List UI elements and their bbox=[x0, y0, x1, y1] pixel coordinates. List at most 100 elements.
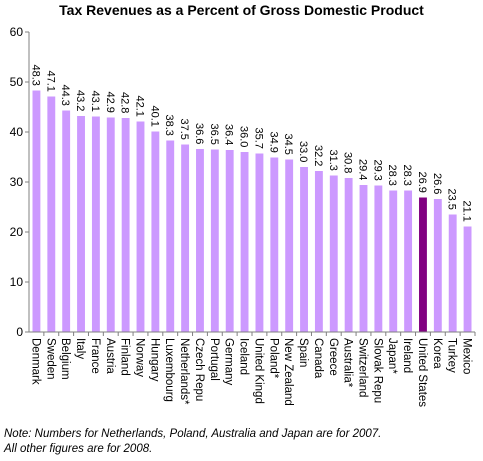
x-category-label: Hungary bbox=[148, 338, 160, 382]
bar-value-label: 43.2 bbox=[74, 90, 86, 111]
bar-value-label: 31.3 bbox=[327, 150, 339, 171]
bar-value-label: 38.3 bbox=[163, 115, 175, 136]
y-tick-label: 50 bbox=[10, 75, 24, 89]
footnote-line-1: Note: Numbers for Netherlands, Poland, A… bbox=[4, 428, 382, 440]
bar bbox=[463, 226, 472, 332]
bar-value-label: 42.9 bbox=[104, 92, 116, 113]
bar bbox=[314, 171, 323, 332]
bar bbox=[374, 185, 383, 332]
chart-title: Tax Revenues as a Percent of Gross Domes… bbox=[59, 2, 424, 18]
bar bbox=[196, 149, 204, 332]
bar bbox=[448, 214, 457, 332]
bar-value-label: 35.7 bbox=[252, 128, 264, 149]
bar-value-label: 28.3 bbox=[386, 165, 398, 186]
x-category-label: Australia* bbox=[342, 338, 354, 388]
y-tick-label: 10 bbox=[10, 275, 24, 289]
bars-group bbox=[32, 90, 472, 332]
bar-value-label: 21.1 bbox=[461, 201, 473, 222]
bar bbox=[32, 90, 41, 332]
x-category-label: Spain bbox=[297, 338, 309, 367]
bar bbox=[166, 140, 175, 332]
bar bbox=[300, 167, 308, 332]
x-category-label: Turkey bbox=[446, 338, 458, 373]
bar bbox=[255, 153, 264, 332]
bar bbox=[433, 199, 442, 332]
x-category-label: France bbox=[89, 338, 101, 374]
bar-value-label: 33.0 bbox=[297, 141, 309, 162]
bar-value-label: 28.3 bbox=[401, 165, 413, 186]
bar-highlighted bbox=[419, 197, 427, 332]
x-category-label: New Zealand bbox=[282, 338, 294, 406]
bar-value-label: 36.4 bbox=[223, 124, 235, 145]
x-category-label: Poland* bbox=[267, 338, 279, 379]
bar bbox=[210, 149, 219, 332]
x-category-label: United States bbox=[416, 338, 428, 407]
y-tick-label: 30 bbox=[10, 175, 24, 189]
footnote-line-2: All other figures are for 2008. bbox=[4, 443, 153, 455]
y-tick-label: 40 bbox=[10, 125, 24, 139]
bar bbox=[121, 118, 130, 332]
x-category-label: United Kingd bbox=[252, 338, 264, 404]
bar-value-label: 29.3 bbox=[371, 160, 383, 181]
data-labels: 48.3 47.144.3 43.2 43.1 42.9 42.8 42.1 40.1 38.3… bbox=[29, 65, 472, 222]
bar bbox=[240, 152, 249, 332]
x-category-label: Finland bbox=[119, 338, 131, 376]
bar-value-label: 34.9 bbox=[267, 132, 279, 153]
bar bbox=[77, 116, 85, 332]
bar-value-label: 48.3 bbox=[29, 65, 41, 86]
bar bbox=[359, 185, 368, 332]
bar bbox=[285, 159, 294, 332]
bar-value-label: 36.6 bbox=[193, 123, 205, 144]
bar bbox=[404, 190, 413, 332]
bar-value-label: 44.3 bbox=[59, 85, 71, 106]
bar bbox=[389, 190, 398, 332]
bar bbox=[225, 150, 234, 332]
y-tick-label: 0 bbox=[16, 325, 23, 339]
bar bbox=[270, 157, 279, 332]
bar-value-label: 37.5 bbox=[178, 119, 190, 140]
x-category-label: Belgium bbox=[59, 338, 71, 380]
x-category-label: Iceland bbox=[238, 338, 250, 375]
x-axis: Denmark Sweden Belgium Italy France Austria Fi… bbox=[29, 331, 476, 407]
x-category-label: Italy bbox=[74, 338, 86, 359]
bar bbox=[47, 96, 56, 332]
bar-value-label: 34.5 bbox=[282, 134, 294, 155]
bar-value-label: 23.5 bbox=[446, 189, 458, 210]
x-category-label: Sweden bbox=[44, 338, 56, 380]
x-category-label: Slovak Repu bbox=[371, 338, 383, 403]
x-category-label: Luxembourg bbox=[163, 338, 175, 402]
x-category-label: Mexico bbox=[461, 338, 473, 374]
bar-value-label: 42.1 bbox=[134, 96, 146, 117]
bar-value-label: 32.2 bbox=[312, 145, 324, 166]
bar-value-label: 40.1 bbox=[148, 106, 160, 127]
bar-value-label: 29.4 bbox=[357, 159, 369, 180]
bar bbox=[91, 116, 100, 332]
bar-value-label: 42.8 bbox=[119, 92, 131, 113]
x-category-label: Ireland bbox=[401, 338, 413, 373]
bar-value-label: 36.5 bbox=[208, 124, 220, 145]
x-category-label: Canada bbox=[312, 338, 324, 379]
bar-value-label: 43.1 bbox=[89, 91, 101, 112]
y-axis: 0 10 20 30 40 50 60 bbox=[10, 25, 30, 339]
y-tick-label: 20 bbox=[10, 225, 24, 239]
bar bbox=[136, 121, 145, 332]
bar-value-label: 26.6 bbox=[431, 173, 443, 194]
bar bbox=[181, 144, 190, 332]
bar-value-label: 36.0 bbox=[238, 126, 250, 147]
x-category-label: Czech Repu bbox=[193, 338, 205, 401]
bar-value-label: 47.1 bbox=[44, 71, 56, 92]
x-category-label: Portugal bbox=[208, 338, 220, 381]
bar bbox=[151, 131, 160, 332]
x-category-label: Japan* bbox=[386, 338, 398, 374]
bar-value-label: 30.8 bbox=[342, 152, 354, 173]
x-category-label: Denmark bbox=[29, 338, 41, 385]
bar bbox=[62, 110, 71, 332]
bar bbox=[106, 117, 115, 332]
x-category-label: Switzerland bbox=[357, 338, 369, 397]
x-category-label: Norway bbox=[134, 338, 146, 377]
x-category-label: Korea bbox=[431, 338, 443, 369]
x-category-label: Germany bbox=[223, 338, 235, 386]
x-category-label: Greece bbox=[327, 338, 339, 376]
bar-value-label: 26.9 bbox=[416, 172, 428, 193]
